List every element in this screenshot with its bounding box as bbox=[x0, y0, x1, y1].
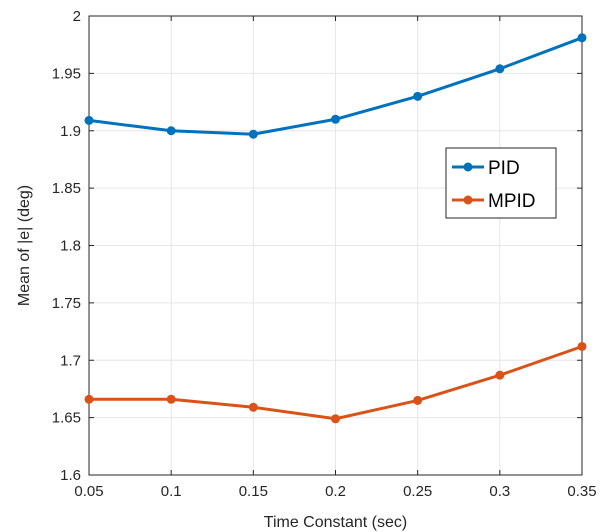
data-point-mpid bbox=[495, 370, 505, 380]
data-point-mpid bbox=[248, 402, 258, 412]
x-axis-label: Time Constant (sec) bbox=[264, 514, 407, 531]
legend-label-pid: PID bbox=[488, 158, 520, 179]
legend-marker-mpid bbox=[463, 195, 473, 205]
legend-label-mpid: MPID bbox=[488, 191, 536, 212]
x-tick-label: 0.35 bbox=[567, 483, 596, 500]
data-point-mpid bbox=[331, 414, 340, 424]
y-tick-label: 2 bbox=[73, 8, 81, 25]
data-point-mpid bbox=[577, 341, 587, 351]
tick-labels: 0.05 0.1 0.15 0.2 0.25 0.3 0.35 1.6 1.65 1.7 1.75 1… bbox=[52, 8, 597, 500]
y-tick-label: 1.7 bbox=[60, 352, 81, 369]
legend-box bbox=[445, 147, 557, 219]
y-tick-label: 1.75 bbox=[52, 295, 81, 312]
x-tick-label: 0.15 bbox=[239, 483, 268, 500]
data-point-pid bbox=[166, 126, 176, 136]
y-tick-label: 1.6 bbox=[60, 467, 81, 484]
plot-area-frame bbox=[88, 15, 583, 476]
y-tick-label: 1.8 bbox=[60, 238, 81, 255]
series-group bbox=[84, 33, 587, 424]
x-tick-label: 0.3 bbox=[489, 483, 510, 500]
x-tick-label: 0.1 bbox=[161, 483, 182, 500]
y-tick-label: 1.9 bbox=[60, 123, 81, 140]
y-tick-label: 1.85 bbox=[52, 180, 81, 197]
x-tick-label: 0.05 bbox=[74, 483, 103, 500]
y-tick-label: 1.95 bbox=[52, 65, 81, 82]
data-point-mpid bbox=[413, 395, 423, 405]
data-point-pid bbox=[331, 114, 340, 124]
x-tick-label: 0.25 bbox=[403, 483, 432, 500]
data-point-mpid bbox=[84, 394, 94, 404]
data-point-pid bbox=[577, 33, 587, 43]
data-point-mpid bbox=[166, 394, 176, 404]
y-tick-label: 1.65 bbox=[52, 410, 81, 427]
legend: PID MPID bbox=[445, 147, 557, 219]
y-axis-label: Mean of |e| (deg) bbox=[16, 185, 33, 306]
axes bbox=[88, 15, 583, 476]
data-point-pid bbox=[84, 115, 94, 125]
legend-marker-pid bbox=[463, 162, 473, 172]
x-tick-label: 0.2 bbox=[325, 483, 346, 500]
data-point-pid bbox=[413, 91, 423, 101]
data-point-pid bbox=[495, 64, 505, 74]
data-point-pid bbox=[248, 129, 258, 139]
